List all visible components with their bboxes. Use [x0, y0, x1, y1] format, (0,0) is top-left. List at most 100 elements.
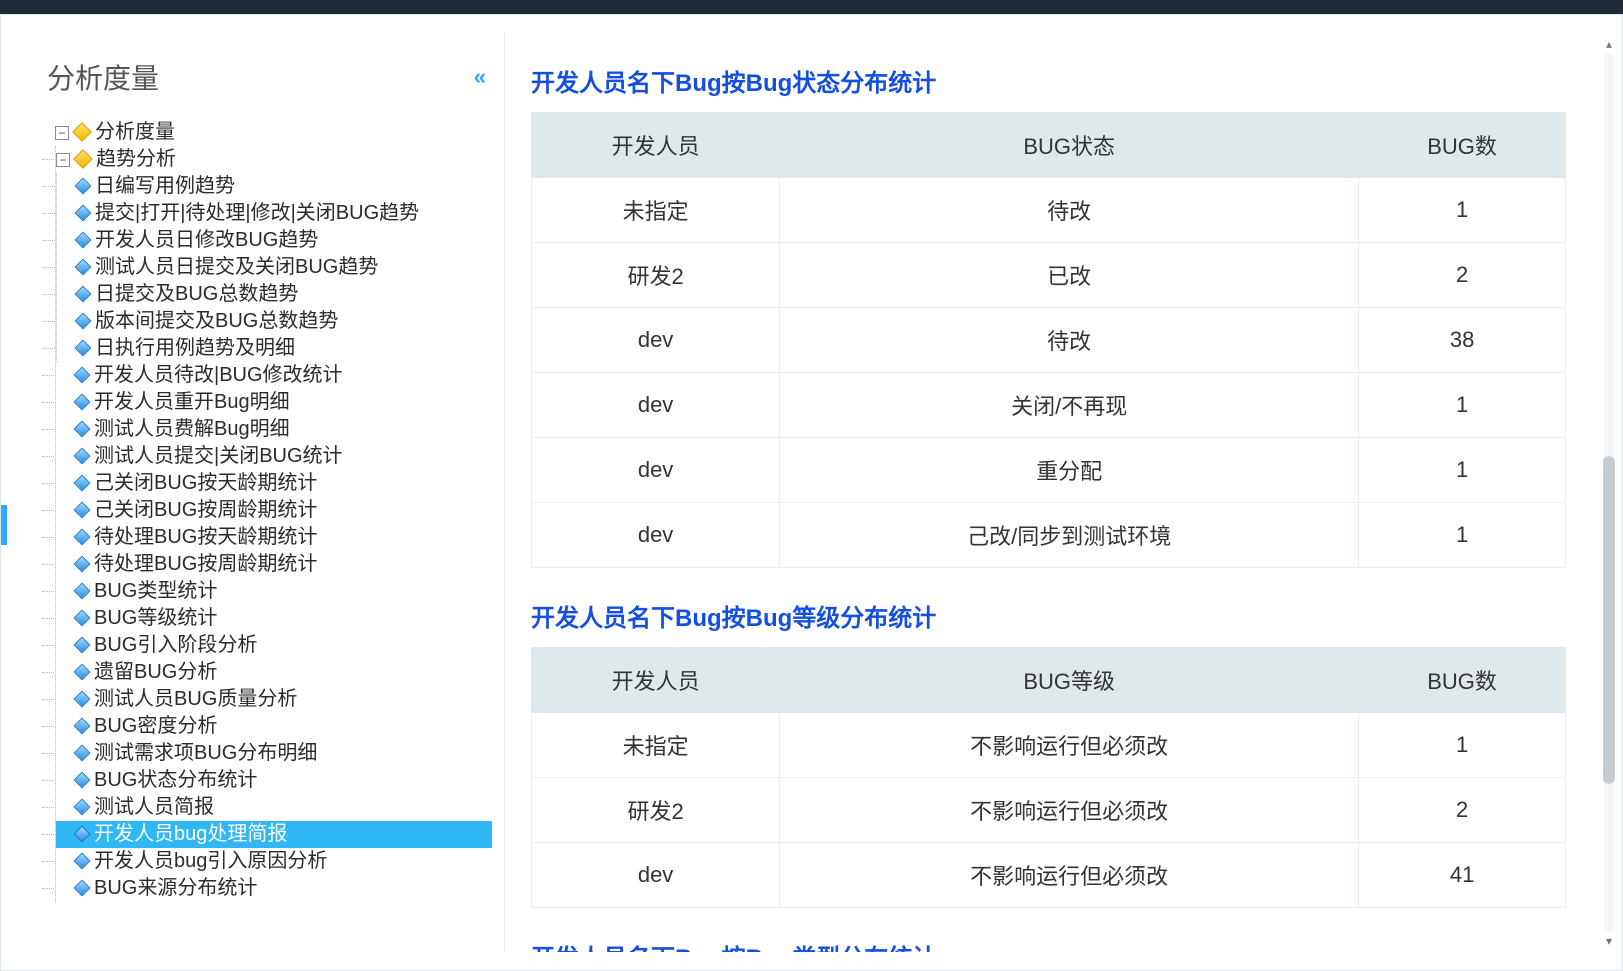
- table-row: 未指定不影响运行但必须改1: [532, 713, 1566, 778]
- table-cell: 研发2: [532, 243, 780, 308]
- tree-node[interactable]: 己关闭BUG按周龄期统计: [56, 497, 492, 524]
- table-cell: 1: [1359, 438, 1566, 503]
- table-header-cell: BUG数: [1359, 648, 1566, 713]
- tree-node[interactable]: 遗留BUG分析: [56, 659, 492, 686]
- tree-node[interactable]: 待处理BUG按周龄期统计: [56, 551, 492, 578]
- scroll-down-icon[interactable]: ▾: [1602, 934, 1616, 948]
- table-cell: 己改/同步到测试环境: [780, 503, 1359, 568]
- table-cell: dev: [532, 438, 780, 503]
- table-cell: 1: [1359, 503, 1566, 568]
- tree-node[interactable]: 测试人员BUG质量分析: [56, 686, 492, 713]
- diamond-icon: [74, 690, 91, 707]
- tree-node[interactable]: BUG引入阶段分析: [56, 632, 492, 659]
- tree-node[interactable]: −趋势分析: [56, 146, 492, 173]
- diamond-icon: [75, 231, 92, 248]
- tree-node[interactable]: 日编写用例趋势: [57, 173, 492, 200]
- tree-node-label: 开发人员日修改BUG趋势: [95, 227, 318, 254]
- diamond-icon: [74, 609, 91, 626]
- tree-node-label: 待处理BUG按天龄期统计: [94, 524, 317, 551]
- tree-toggle-icon[interactable]: −: [56, 153, 70, 167]
- tree-node[interactable]: BUG类型统计: [56, 578, 492, 605]
- table-cell: 不影响运行但必须改: [780, 843, 1359, 908]
- tree-node-label: 测试人员提交|关闭BUG统计: [94, 443, 343, 470]
- tree-node[interactable]: 开发人员日修改BUG趋势: [57, 227, 492, 254]
- tree-node-label: 开发人员重开Bug明细: [94, 389, 290, 416]
- table-header-cell: BUG状态: [780, 113, 1359, 178]
- tree-node[interactable]: BUG密度分析: [56, 713, 492, 740]
- tree-node-label: BUG等级统计: [94, 605, 217, 632]
- scroll-up-icon[interactable]: ▴: [1602, 37, 1616, 51]
- diamond-icon: [74, 879, 91, 896]
- diamond-icon: [74, 555, 91, 572]
- tree-node[interactable]: 测试人员简报: [56, 794, 492, 821]
- diamond-icon: [74, 744, 91, 761]
- tree-toggle-icon[interactable]: −: [55, 126, 69, 140]
- diamond-icon: [75, 204, 92, 221]
- table-cell: 关闭/不再现: [780, 373, 1359, 438]
- tree-node[interactable]: 测试人员日提交及关闭BUG趋势: [57, 254, 492, 281]
- diamond-icon: [75, 339, 92, 356]
- tree-node-label: 日执行用例趋势及明细: [95, 335, 295, 362]
- table-cell: dev: [532, 308, 780, 373]
- tree-node[interactable]: BUG等级统计: [56, 605, 492, 632]
- diamond-icon: [74, 420, 91, 437]
- tree-node[interactable]: 版本间提交及BUG总数趋势: [57, 308, 492, 335]
- tree-node[interactable]: 测试人员费解Bug明细: [56, 416, 492, 443]
- diamond-icon: [74, 582, 91, 599]
- tree-node-label: 测试人员简报: [94, 794, 214, 821]
- tree-node-label: 开发人员bug引入原因分析: [94, 848, 327, 875]
- tree-node-label: 日编写用例趋势: [95, 173, 235, 200]
- tree-node[interactable]: 开发人员重开Bug明细: [56, 389, 492, 416]
- tree-node[interactable]: 测试需求项BUG分布明细: [56, 740, 492, 767]
- table-cell: 不影响运行但必须改: [780, 778, 1359, 843]
- diamond-icon: [74, 717, 91, 734]
- diamond-icon: [74, 771, 91, 788]
- sidebar-header: 分析度量 «: [25, 43, 504, 115]
- tree-node-label: 提交|打开|待处理|修改|关闭BUG趋势: [95, 200, 419, 227]
- tree-node-label: 测试人员BUG质量分析: [94, 686, 297, 713]
- diamond-icon: [74, 501, 91, 518]
- table-header-cell: BUG等级: [780, 648, 1359, 713]
- tree-node[interactable]: 开发人员bug处理简报: [56, 821, 492, 848]
- diamond-icon: [74, 447, 91, 464]
- table-cell: 已改: [780, 243, 1359, 308]
- sidebar-collapse-button[interactable]: «: [474, 64, 482, 90]
- left-accent-bar: [1, 505, 7, 545]
- tree-node[interactable]: 日执行用例趋势及明细: [57, 335, 492, 362]
- diamond-icon: [74, 663, 91, 680]
- tree-node[interactable]: 己关闭BUG按天龄期统计: [56, 470, 492, 497]
- diamond-icon: [73, 149, 93, 169]
- table-cell: 未指定: [532, 178, 780, 243]
- table-cell: 2: [1359, 778, 1566, 843]
- table-cell: 待改: [780, 308, 1359, 373]
- tree-node[interactable]: BUG来源分布统计: [56, 875, 492, 902]
- scrollbar-thumb[interactable]: [1603, 456, 1615, 784]
- tree-node[interactable]: 提交|打开|待处理|修改|关闭BUG趋势: [57, 200, 492, 227]
- content-area[interactable]: 开发人员名下Bug按Bug状态分布统计开发人员BUG状态BUG数未指定待改1研发…: [505, 33, 1592, 952]
- main-panel: 分析度量 « −分析度量−趋势分析日编写用例趋势提交|打开|待处理|修改|关闭B…: [25, 33, 1592, 952]
- scrollbar-vertical[interactable]: ▴ ▾: [1600, 37, 1618, 948]
- tree-node[interactable]: 测试人员提交|关闭BUG统计: [56, 443, 492, 470]
- tree-node-label: 待处理BUG按周龄期统计: [94, 551, 317, 578]
- diamond-icon: [75, 177, 92, 194]
- tree-node[interactable]: BUG状态分布统计: [56, 767, 492, 794]
- tree-node-label: 测试需求项BUG分布明细: [94, 740, 317, 767]
- tree-node-root[interactable]: −分析度量: [55, 119, 492, 146]
- app-topbar: [0, 0, 1623, 14]
- table-row: 未指定待改1: [532, 178, 1566, 243]
- tree-node[interactable]: 开发人员待改|BUG修改统计: [56, 362, 492, 389]
- diamond-icon: [72, 122, 92, 142]
- table-row: 研发2不影响运行但必须改2: [532, 778, 1566, 843]
- table-row: dev待改38: [532, 308, 1566, 373]
- tree-node-label: 开发人员待改|BUG修改统计: [94, 362, 343, 389]
- table-row: dev重分配1: [532, 438, 1566, 503]
- nav-tree: −分析度量−趋势分析日编写用例趋势提交|打开|待处理|修改|关闭BUG趋势开发人…: [25, 115, 504, 922]
- tree-node[interactable]: 待处理BUG按天龄期统计: [56, 524, 492, 551]
- tree-node-label: 测试人员日提交及关闭BUG趋势: [95, 254, 378, 281]
- table-row: dev不影响运行但必须改41: [532, 843, 1566, 908]
- tree-node[interactable]: 日提交及BUG总数趋势: [57, 281, 492, 308]
- table-cell: dev: [532, 843, 780, 908]
- sidebar: 分析度量 « −分析度量−趋势分析日编写用例趋势提交|打开|待处理|修改|关闭B…: [25, 33, 505, 952]
- section-title: 开发人员名下Bug按Bug状态分布统计: [531, 63, 1566, 98]
- tree-node[interactable]: 开发人员bug引入原因分析: [56, 848, 492, 875]
